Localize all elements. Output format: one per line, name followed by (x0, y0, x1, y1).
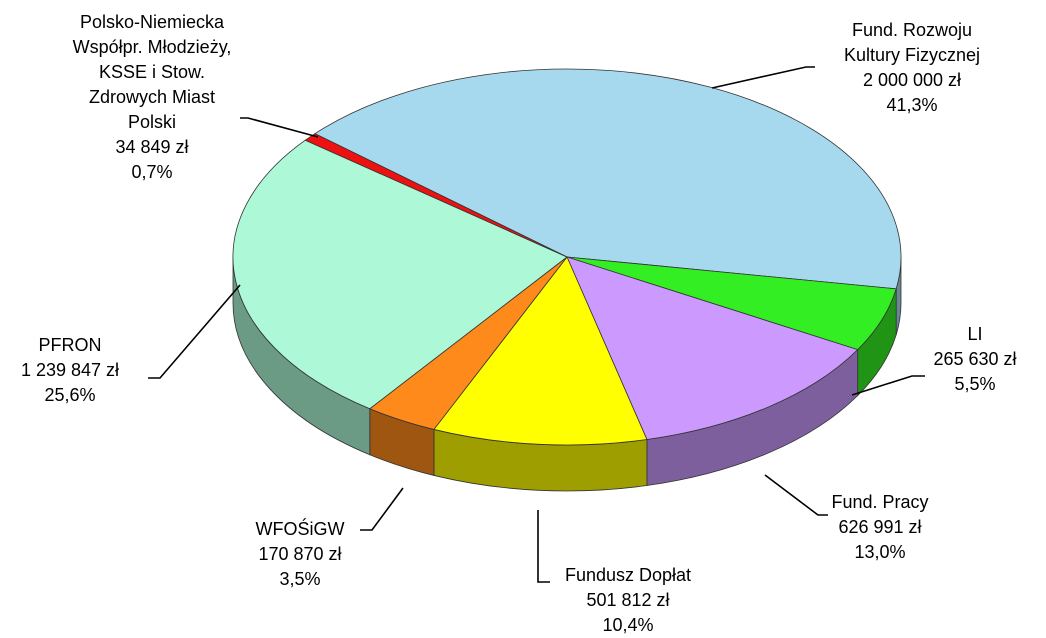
category-label: LI (967, 324, 983, 344)
pie-slice (232, 139, 568, 410)
pie-slice (304, 133, 568, 258)
percentage-label: 41,3% (886, 95, 938, 115)
slice-label: Fundusz Dopłat 501 812 zł 10,4% (565, 563, 691, 638)
leader-line (240, 117, 319, 138)
slice-label: WFOŚiGW 170 870 zł 3,5% (256, 517, 345, 592)
leader-line (764, 474, 828, 516)
percentage-label: 10,4% (602, 615, 654, 635)
category-label: Polsko-Niemiecka Współpr. Młodzieży, KSS… (72, 12, 232, 132)
category-label: Fundusz Dopłat (564, 565, 692, 585)
leader-line (851, 375, 925, 396)
category-label: WFOŚiGW (255, 519, 345, 539)
value-label: 626 991 zł (838, 517, 922, 537)
percentage-label: 13,0% (854, 542, 906, 562)
value-label: 34 849 zł (115, 137, 189, 157)
value-label: 1 239 847 zł (20, 360, 120, 380)
category-label: Fund. Rozwoju Kultury Fizycznej (843, 20, 981, 65)
percentage-label: 0,7% (131, 162, 173, 182)
slice-label: Fund. Rozwoju Kultury Fizycznej 2 000 000… (844, 18, 980, 118)
percentage-label: 25,6% (44, 385, 96, 405)
value-label: 2 000 000 zł (862, 70, 962, 90)
leader-line (148, 284, 241, 379)
pie-slice (433, 256, 648, 446)
slice-label: Fund. Pracy 626 991 zł 13,0% (831, 490, 928, 565)
pie-slice (566, 256, 859, 440)
value-label: 265 630 zł (933, 349, 1017, 369)
percentage-label: 5,5% (954, 374, 996, 394)
category-label: Fund. Pracy (831, 492, 929, 512)
slice-label: LI 265 630 zł 5,5% (933, 322, 1016, 397)
leader-line (711, 66, 815, 89)
leader-line (360, 487, 404, 531)
category-label: PFRON (38, 335, 102, 355)
percentage-label: 3,5% (279, 569, 321, 589)
slice-label: PFRON 1 239 847 zł 25,6% (21, 333, 119, 408)
value-label: 501 812 zł (586, 590, 670, 610)
leader-line (537, 510, 550, 583)
value-label: 170 870 zł (258, 544, 342, 564)
slice-label: Polsko-Niemiecka Współpr. Młodzieży, KSS… (73, 10, 232, 185)
pie-slice (314, 68, 902, 290)
